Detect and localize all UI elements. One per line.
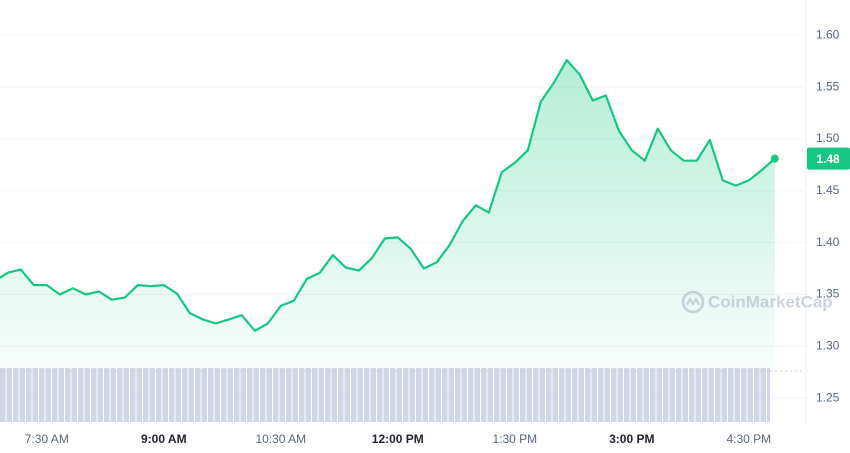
y-tick-label: 1.40	[816, 235, 840, 249]
y-tick-label: 1.55	[816, 79, 840, 93]
last-point	[770, 154, 779, 163]
plot	[0, 59, 779, 368]
x-tick-label: 1:30 PM	[492, 432, 537, 446]
y-tick-label: 1.25	[816, 390, 840, 404]
price-tag	[807, 147, 850, 170]
volume-band	[0, 368, 770, 422]
y-tick-label: 1.60	[816, 27, 840, 41]
price-tag-label: 1.48	[816, 152, 840, 166]
y-tick-label: 1.45	[816, 183, 840, 197]
x-tick-label: 7:30 AM	[25, 432, 69, 446]
y-tick-label: 1.50	[816, 131, 840, 145]
x-tick-label: 4:30 PM	[726, 432, 771, 446]
x-tick-label: 12:00 PM	[372, 432, 424, 446]
x-tick-label: 3:00 PM	[609, 432, 654, 446]
price-line	[0, 59, 776, 332]
y-tick-label: 1.35	[816, 287, 840, 301]
x-tick-label: 9:00 AM	[141, 432, 187, 446]
watermark: CoinMarketCap	[681, 290, 833, 314]
price-area	[0, 60, 775, 368]
watermark-text: CoinMarketCap	[708, 292, 833, 311]
x-tick-label: 10:30 AM	[255, 432, 306, 446]
y-tick-label: 1.30	[816, 338, 840, 352]
